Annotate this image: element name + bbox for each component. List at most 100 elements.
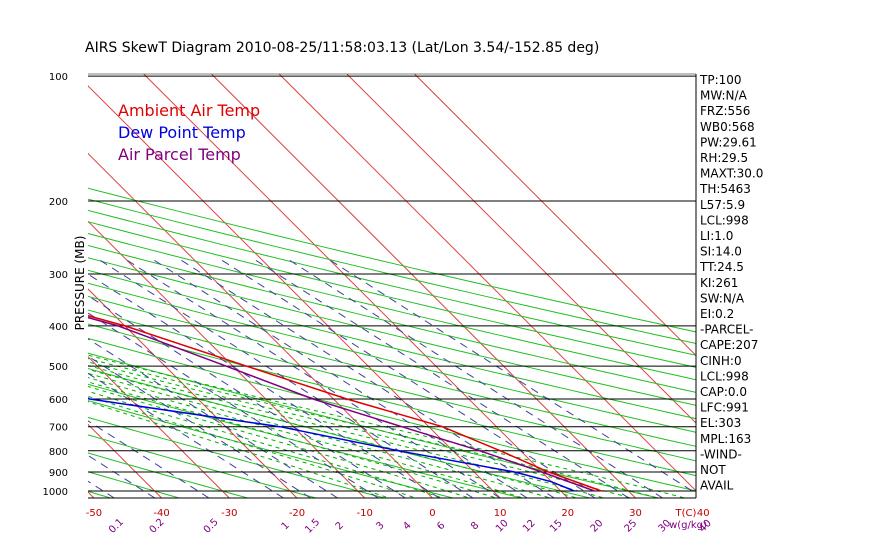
index-entry: TT:24.5 — [699, 260, 744, 274]
dry-adiabat-line — [88, 352, 661, 498]
dry-adiabat-line — [88, 221, 696, 368]
series-line-1 — [88, 397, 575, 492]
mixing-ratio-label: 4 — [401, 520, 413, 532]
dry-adiabat-line — [0, 85, 48, 500]
mixing-ratio-line — [88, 420, 210, 498]
bottom-axis-unit: T(C) — [675, 508, 697, 519]
dry-adiabat-line — [88, 187, 696, 333]
mixing-ratio-label: 0.2 — [148, 517, 167, 536]
pressure-tick-label: 200 — [49, 197, 68, 208]
bottom-temp-tick-label: 20 — [561, 508, 574, 519]
mixing-ratio-label: 20 — [589, 518, 606, 535]
index-entry: CAP:0.0 — [700, 385, 747, 399]
pressure-tick-label: 900 — [49, 468, 68, 479]
bottom-temp-tick-label: -50 — [86, 508, 102, 519]
index-entry: CAPE:207 — [700, 338, 758, 352]
series-line-2 — [88, 316, 595, 492]
index-entry: -WIND- — [700, 447, 742, 461]
mixing-ratio-label: 3 — [374, 520, 386, 532]
index-entry: WB0:568 — [700, 120, 755, 134]
index-entry: TP:100 — [699, 73, 742, 87]
isotherm-line — [88, 355, 230, 498]
bottom-temp-tick-label: -30 — [221, 508, 237, 519]
mixing-ratio-line — [88, 338, 338, 498]
dry-adiabat-line — [88, 269, 696, 420]
mixing-ratio-line — [88, 312, 379, 498]
dry-adiabat-line — [88, 323, 696, 477]
index-entry: KI:261 — [700, 276, 738, 290]
index-entry: LI:1.0 — [700, 229, 733, 243]
dry-adiabat-line — [88, 452, 250, 498]
bottom-temp-tick-label: 30 — [629, 508, 642, 519]
index-entry: TH:5463 — [699, 182, 751, 196]
series-line-0 — [88, 314, 602, 492]
mixing-ratio-line — [88, 372, 284, 498]
pressure-tick-label: 500 — [49, 362, 68, 373]
dry-adiabat-line — [88, 209, 696, 356]
isotherm-line — [88, 423, 162, 498]
chart-title: AIRS SkewT Diagram 2010-08-25/11:58:03.1… — [85, 40, 599, 56]
index-entry: EL:303 — [700, 416, 741, 430]
dry-adiabat-line — [88, 368, 593, 498]
dry-adiabat-line — [88, 309, 696, 462]
mixing-ratio-line — [180, 259, 555, 498]
index-entry: LCL:998 — [700, 213, 749, 227]
mixing-ratio-label: 10 — [494, 518, 511, 535]
dry-adiabat-line — [88, 434, 319, 498]
y-axis-label: PRESSURE (MB) — [73, 236, 87, 331]
bottom-temp-tick-label: -20 — [289, 508, 305, 519]
bottom-temp-tick-label: -40 — [153, 508, 169, 519]
pressure-tick-label: 300 — [49, 270, 68, 281]
legend-entry: Air Parcel Temp — [118, 145, 241, 164]
index-entry: MPL:163 — [700, 432, 751, 446]
pressure-tick-label: 1000 — [43, 487, 68, 498]
mixing-ratio-label: 0.1 — [107, 517, 126, 536]
index-entry: EI:0.2 — [700, 307, 734, 321]
isotherm-line — [346, 74, 696, 424]
index-entry: LFC:991 — [700, 401, 749, 415]
legend-entry: Ambient Air Temp — [118, 101, 260, 120]
index-entry: AVAIL — [700, 479, 734, 493]
pressure-tick-label: 400 — [49, 322, 68, 333]
bottom-temp-tick-label: 10 — [494, 508, 507, 519]
mixing-ratio-unit: w(g/kg) — [669, 520, 707, 531]
mixing-ratio-line — [88, 355, 311, 498]
index-entry: -PARCEL- — [700, 323, 754, 337]
pressure-tick-label: 600 — [49, 395, 68, 406]
index-entry: RH:29.5 — [700, 151, 748, 165]
dry-adiabat-line — [88, 244, 696, 393]
dry-adiabat-line — [88, 233, 696, 381]
mixing-ratio-line — [99, 259, 474, 498]
mixing-ratio-label: 12 — [521, 518, 538, 535]
dry-adiabat-line — [88, 282, 696, 433]
index-entry: LCL:998 — [700, 369, 749, 383]
bottom-temp-tick-label: 0 — [429, 508, 435, 519]
mixing-ratio-label: 8 — [469, 520, 481, 532]
isotherm-line — [211, 74, 636, 498]
index-entry: FRZ:556 — [700, 104, 750, 118]
mixing-ratio-label: 1.5 — [303, 517, 322, 536]
moist-adiabat-line — [88, 368, 579, 498]
dry-adiabat-line — [88, 383, 524, 498]
dry-adiabat-line — [88, 198, 696, 344]
dry-adiabat-line — [88, 490, 113, 498]
index-entry: PW:29.61 — [700, 135, 757, 149]
bottom-temp-tick-label: 40 — [697, 508, 710, 519]
mixing-ratio-label: 6 — [435, 520, 447, 532]
pressure-tick-label: 800 — [49, 447, 68, 458]
pressure-tick-label: 700 — [49, 423, 68, 434]
index-entry: SI:14.0 — [700, 245, 742, 259]
index-entry: L57:5.9 — [700, 198, 745, 212]
index-entry: CINH:0 — [700, 354, 742, 368]
mixing-ratio-label: 1 — [280, 520, 292, 532]
mixing-ratio-line — [329, 259, 696, 495]
mixing-ratio-label: 0.5 — [202, 517, 221, 536]
mixing-ratio-label: 2 — [334, 520, 346, 532]
mixing-ratio-line — [288, 259, 663, 498]
mixing-ratio-line — [88, 295, 406, 498]
isotherm-line — [414, 74, 696, 357]
index-entry: SW:N/A — [700, 291, 745, 305]
dry-adiabat-line — [88, 400, 456, 498]
dry-adiabat-line — [88, 416, 387, 498]
